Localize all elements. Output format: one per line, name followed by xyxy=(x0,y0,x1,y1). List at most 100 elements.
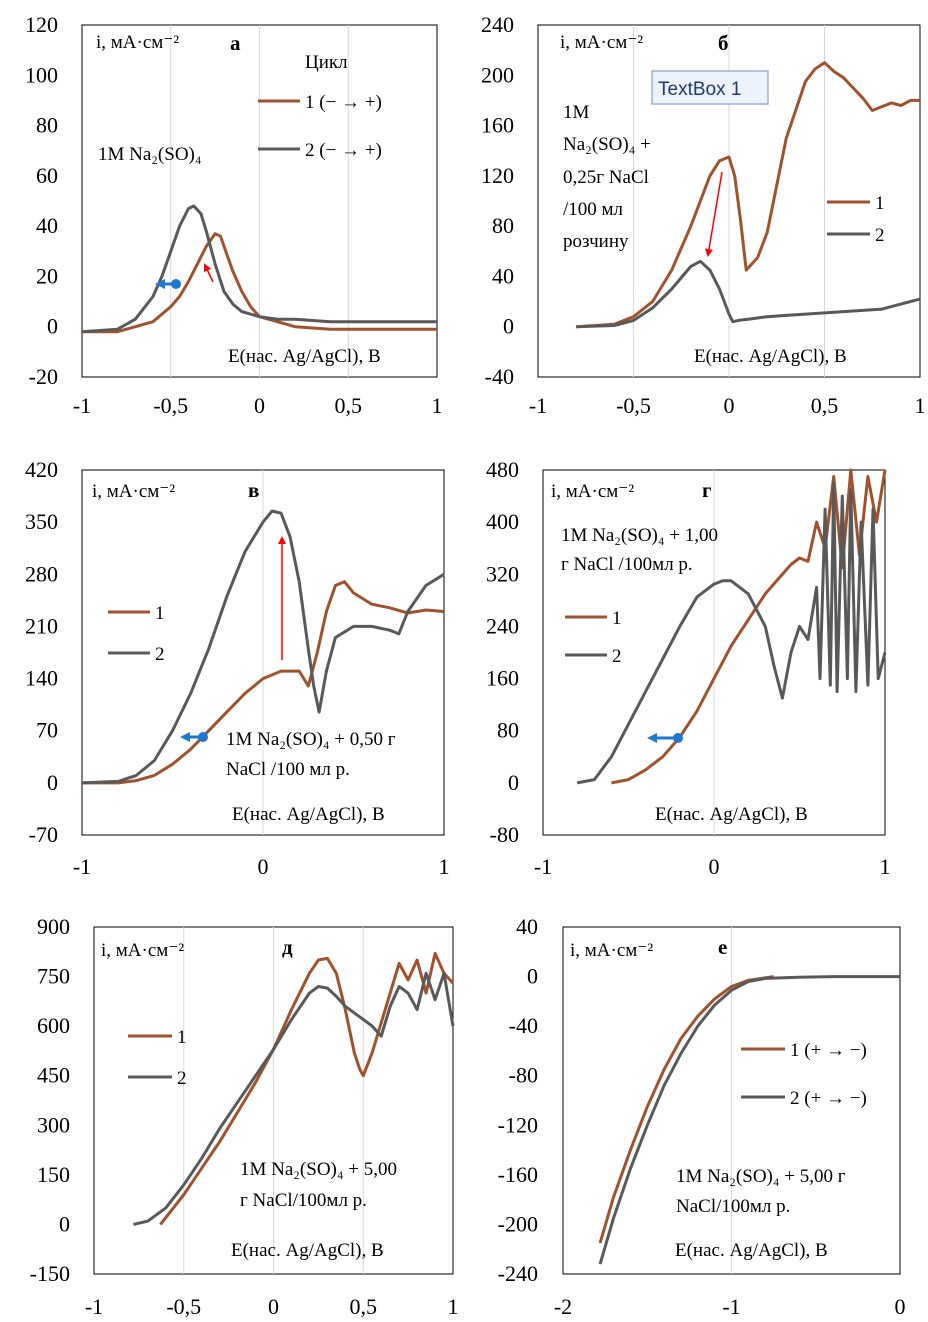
series-line-2 xyxy=(598,975,900,1265)
series-line-1 xyxy=(82,232,437,334)
y-tick-label: -70 xyxy=(29,822,58,847)
y-tick-label: 200 xyxy=(481,62,514,87)
x-tick-label: 0 xyxy=(258,854,269,879)
x-axis-label: E(нас. Ag/AgCl), В xyxy=(675,1240,828,1261)
x-tick-label: 0,5 xyxy=(350,1294,378,1319)
series-line-1 xyxy=(576,61,920,329)
panel-b: -1 -0,5 0 0,5 1 -40 0 40 80 120 160 200 240 i, мА·см… xyxy=(481,12,926,418)
y-tick-label: -40 xyxy=(485,364,514,389)
legend-entry-2: 2 xyxy=(177,1068,187,1089)
x-axis-label: E(нас. Ag/AgCl), В xyxy=(228,346,381,367)
y-tick-label: 80 xyxy=(36,113,58,138)
legend-entry-2: 2 (+ → −) xyxy=(790,1088,867,1109)
x-tick-label: 0 xyxy=(254,393,265,418)
y-tick-label: 0 xyxy=(527,964,538,989)
y-axis-label: i, мА·см⁻² xyxy=(551,481,634,502)
y-tick-label: 40 xyxy=(492,263,514,288)
y-tick-label: 600 xyxy=(37,1013,70,1038)
panel-letter: д xyxy=(282,935,293,959)
x-tick-label: -1 xyxy=(73,393,91,418)
textbox-frame[interactable] xyxy=(651,70,769,105)
x-tick-label: -1 xyxy=(722,1294,740,1319)
x-tick-label: -2 xyxy=(554,1294,572,1319)
y-tick-label: 160 xyxy=(481,113,514,138)
series-layer xyxy=(576,468,887,785)
y-tick-label: 210 xyxy=(25,613,58,638)
y-tick-label: -160 xyxy=(498,1162,538,1187)
y-tick-label: 80 xyxy=(492,213,514,238)
y-tick-label: 320 xyxy=(486,561,519,586)
annotation-line-1: 1M xyxy=(563,102,590,123)
y-tick-label: 0 xyxy=(59,1211,70,1236)
y-tick-label: -200 xyxy=(498,1211,538,1236)
y-tick-label: 0 xyxy=(508,770,519,795)
y-tick-label: 160 xyxy=(486,666,519,691)
tick-labels: -1 0 1 -70 0 70 140 210 280 350 420 xyxy=(25,457,450,879)
grid-lines xyxy=(170,25,349,377)
y-tick-label: -150 xyxy=(30,1261,70,1286)
y-tick-label: -20 xyxy=(29,364,58,389)
x-tick-label: -1 xyxy=(73,854,91,879)
legend-entry-1: 1 (− → +) xyxy=(305,92,382,113)
y-tick-label: -80 xyxy=(509,1063,538,1088)
y-tick-label: 150 xyxy=(37,1162,70,1187)
series-line-2 xyxy=(81,509,445,785)
y-tick-label: -40 xyxy=(509,1013,538,1038)
y-tick-label: 80 xyxy=(497,718,519,743)
x-tick-label: 1 xyxy=(448,1294,459,1319)
annotation-line-2: Na₂(SO)₄ + xyxy=(563,134,651,155)
series-layer xyxy=(133,951,455,1226)
series-layer xyxy=(576,61,921,329)
y-tick-label: 450 xyxy=(37,1063,70,1088)
tick-labels: -1 -0,5 0 0,5 1 -40 0 40 80 120 160 200 240 xyxy=(481,12,926,418)
x-tick-label: -1 xyxy=(534,854,552,879)
legend-entry-1: 1 xyxy=(612,608,622,629)
y-tick-label: 60 xyxy=(36,163,58,188)
y-tick-label: 40 xyxy=(516,914,538,939)
y-tick-label: 0 xyxy=(503,314,514,339)
y-tick-label: 400 xyxy=(486,509,519,534)
series-line-1 xyxy=(159,951,455,1226)
y-axis-label: i, мА·см⁻² xyxy=(570,940,653,961)
panel-g: -1 0 1 -80 0 80 160 240 320 400 480 i, мА·см⁻² г 1… xyxy=(486,457,891,879)
panel-letter: е xyxy=(718,935,727,959)
annotation-line-4: /100 мл xyxy=(563,199,624,220)
y-tick-label: 240 xyxy=(486,613,519,638)
y-tick-label: 900 xyxy=(37,914,70,939)
y-tick-label: -80 xyxy=(490,822,519,847)
panel-a: -1 -0,5 0 0,5 1 -20 0 20 40 60 80 100 120 i, мА·см⁻²… xyxy=(25,12,443,418)
annotation-line-3: 0,25г NaCl xyxy=(563,167,649,188)
legend-entry-1: 1 xyxy=(875,193,885,214)
textbox-label: TextBox 1 xyxy=(658,79,741,100)
series-layer xyxy=(598,975,900,1265)
y-tick-label: 100 xyxy=(25,62,58,87)
annotation-line-2: г NaCl/100мл р. xyxy=(240,1190,367,1211)
series-line-2 xyxy=(133,971,455,1226)
y-tick-label: 750 xyxy=(37,964,70,989)
x-axis-label: E(нас. Ag/AgCl), В xyxy=(694,346,847,367)
y-tick-label: -120 xyxy=(498,1112,538,1137)
x-tick-label: 0 xyxy=(724,393,735,418)
x-tick-label: 0 xyxy=(709,854,720,879)
x-tick-label: 1 xyxy=(880,854,891,879)
y-tick-label: 140 xyxy=(25,666,58,691)
y-tick-label: 40 xyxy=(36,213,58,238)
shift-arrow-dot xyxy=(198,732,208,742)
series-line-1 xyxy=(611,468,887,785)
legend-entry-2: 2 (− → +) xyxy=(305,140,382,161)
y-tick-label: 0 xyxy=(47,314,58,339)
legend-entry-2: 2 xyxy=(155,644,165,665)
x-tick-label: -1 xyxy=(85,1294,103,1319)
annotation-line-2: NaCl/100мл р. xyxy=(676,1196,790,1217)
panel-d: -1 -0,5 0 0,5 1 -150 0 150 300 450 600 750 900 i, мА… xyxy=(30,914,459,1319)
y-tick-label: 300 xyxy=(37,1112,70,1137)
x-tick-label: 0 xyxy=(268,1294,279,1319)
series-line-2 xyxy=(576,481,887,785)
panel-letter: б xyxy=(718,31,729,55)
x-tick-label: 0 xyxy=(895,1294,906,1319)
annotation-line-1: 1M Na₂(SO)₄ + 5,00 г xyxy=(676,1166,846,1187)
panel-e: -2 -1 0 -240 -200 -160 -120 -80 -40 0 40 i, мА·см⁻… xyxy=(498,914,906,1319)
x-tick-label: -0,5 xyxy=(616,393,651,418)
x-axis-label: E(нас. Ag/AgCl), В xyxy=(231,1240,384,1261)
